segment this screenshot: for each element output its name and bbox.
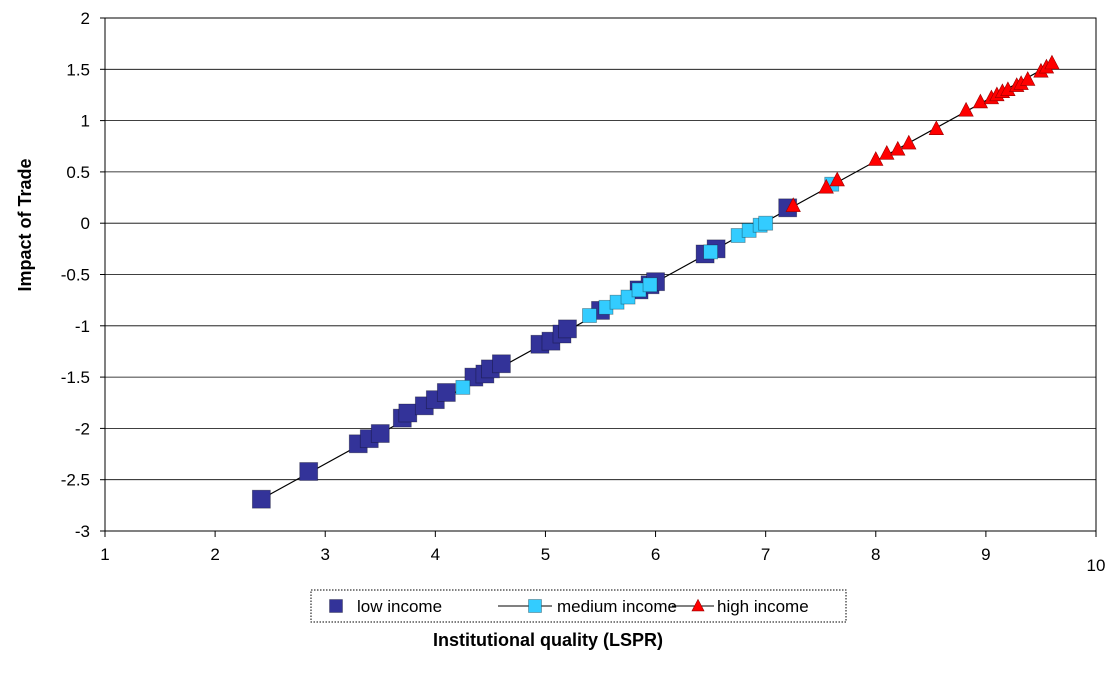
- legend-marker-high-income: [691, 598, 705, 612]
- y-tick-label: 2: [81, 9, 90, 28]
- y-tick-label: -0.5: [61, 266, 90, 285]
- legend-marker-medium-income: [528, 599, 542, 613]
- legend-label: high income: [717, 597, 809, 616]
- x-tick-label: 5: [541, 545, 550, 564]
- data-point: [758, 215, 774, 231]
- x-tick-label: 7: [761, 545, 770, 564]
- x-tick-label: 8: [871, 545, 880, 564]
- data-point: [818, 178, 834, 194]
- data-point: [703, 244, 719, 260]
- legend-label: low income: [357, 597, 442, 616]
- x-axis-title: Institutional quality (LSPR): [433, 630, 663, 650]
- data-point: [251, 489, 271, 509]
- data-point: [785, 197, 801, 212]
- y-tick-label: 0: [81, 214, 90, 233]
- data-point: [1044, 54, 1060, 70]
- x-tick-label: 3: [320, 545, 329, 564]
- data-point: [928, 120, 944, 135]
- data-point: [455, 379, 471, 395]
- y-tick-label: 0.5: [66, 163, 90, 182]
- data-point: [879, 144, 895, 160]
- data-point: [398, 403, 418, 423]
- y-tick-label: -1: [75, 317, 90, 336]
- y-tick-label: -2.5: [61, 471, 90, 490]
- series-high-income: [785, 54, 1060, 212]
- data-point: [582, 308, 597, 323]
- legend-label: medium income: [557, 597, 677, 616]
- y-tick-label: 1: [81, 112, 90, 131]
- legend: low income medium income high income: [310, 589, 847, 623]
- y-tick-label: 1.5: [66, 60, 90, 79]
- data-point: [491, 354, 511, 374]
- legend-marker-low-income: [329, 599, 343, 613]
- y-tick-label: -1.5: [61, 368, 90, 387]
- data-point: [299, 462, 319, 481]
- data-point: [890, 140, 906, 156]
- data-point: [868, 151, 884, 166]
- data-point: [436, 383, 456, 402]
- x-tick-label: 4: [431, 545, 440, 564]
- y-axis-title: Impact of Trade: [15, 158, 35, 291]
- gridlines: [105, 68, 1096, 481]
- y-tick-label: -3: [75, 522, 90, 541]
- data-point: [829, 171, 845, 187]
- axes: 2 1.5 1 0.5 0 -0.5 -1 -1.5 -2 -2.5 -3 1 2 3 4 5 6 7 8 9 10: [61, 9, 1106, 575]
- x-tick-label: 6: [651, 545, 660, 564]
- data-point: [972, 93, 989, 109]
- x-tick-label: 1: [100, 545, 109, 564]
- legend-box: [310, 589, 847, 623]
- data-point: [901, 134, 917, 150]
- data-point: [370, 424, 390, 443]
- x-tick-label: 10: [1087, 556, 1106, 575]
- x-tick-label: 2: [210, 545, 219, 564]
- x-tick-label: 9: [981, 545, 990, 564]
- data-point: [558, 319, 577, 339]
- data-point: [958, 101, 974, 117]
- data-point: [620, 289, 636, 305]
- series-group: [251, 54, 1060, 509]
- y-tick-label: -2: [75, 419, 90, 438]
- data-point: [642, 277, 658, 293]
- data-point: [1020, 71, 1036, 86]
